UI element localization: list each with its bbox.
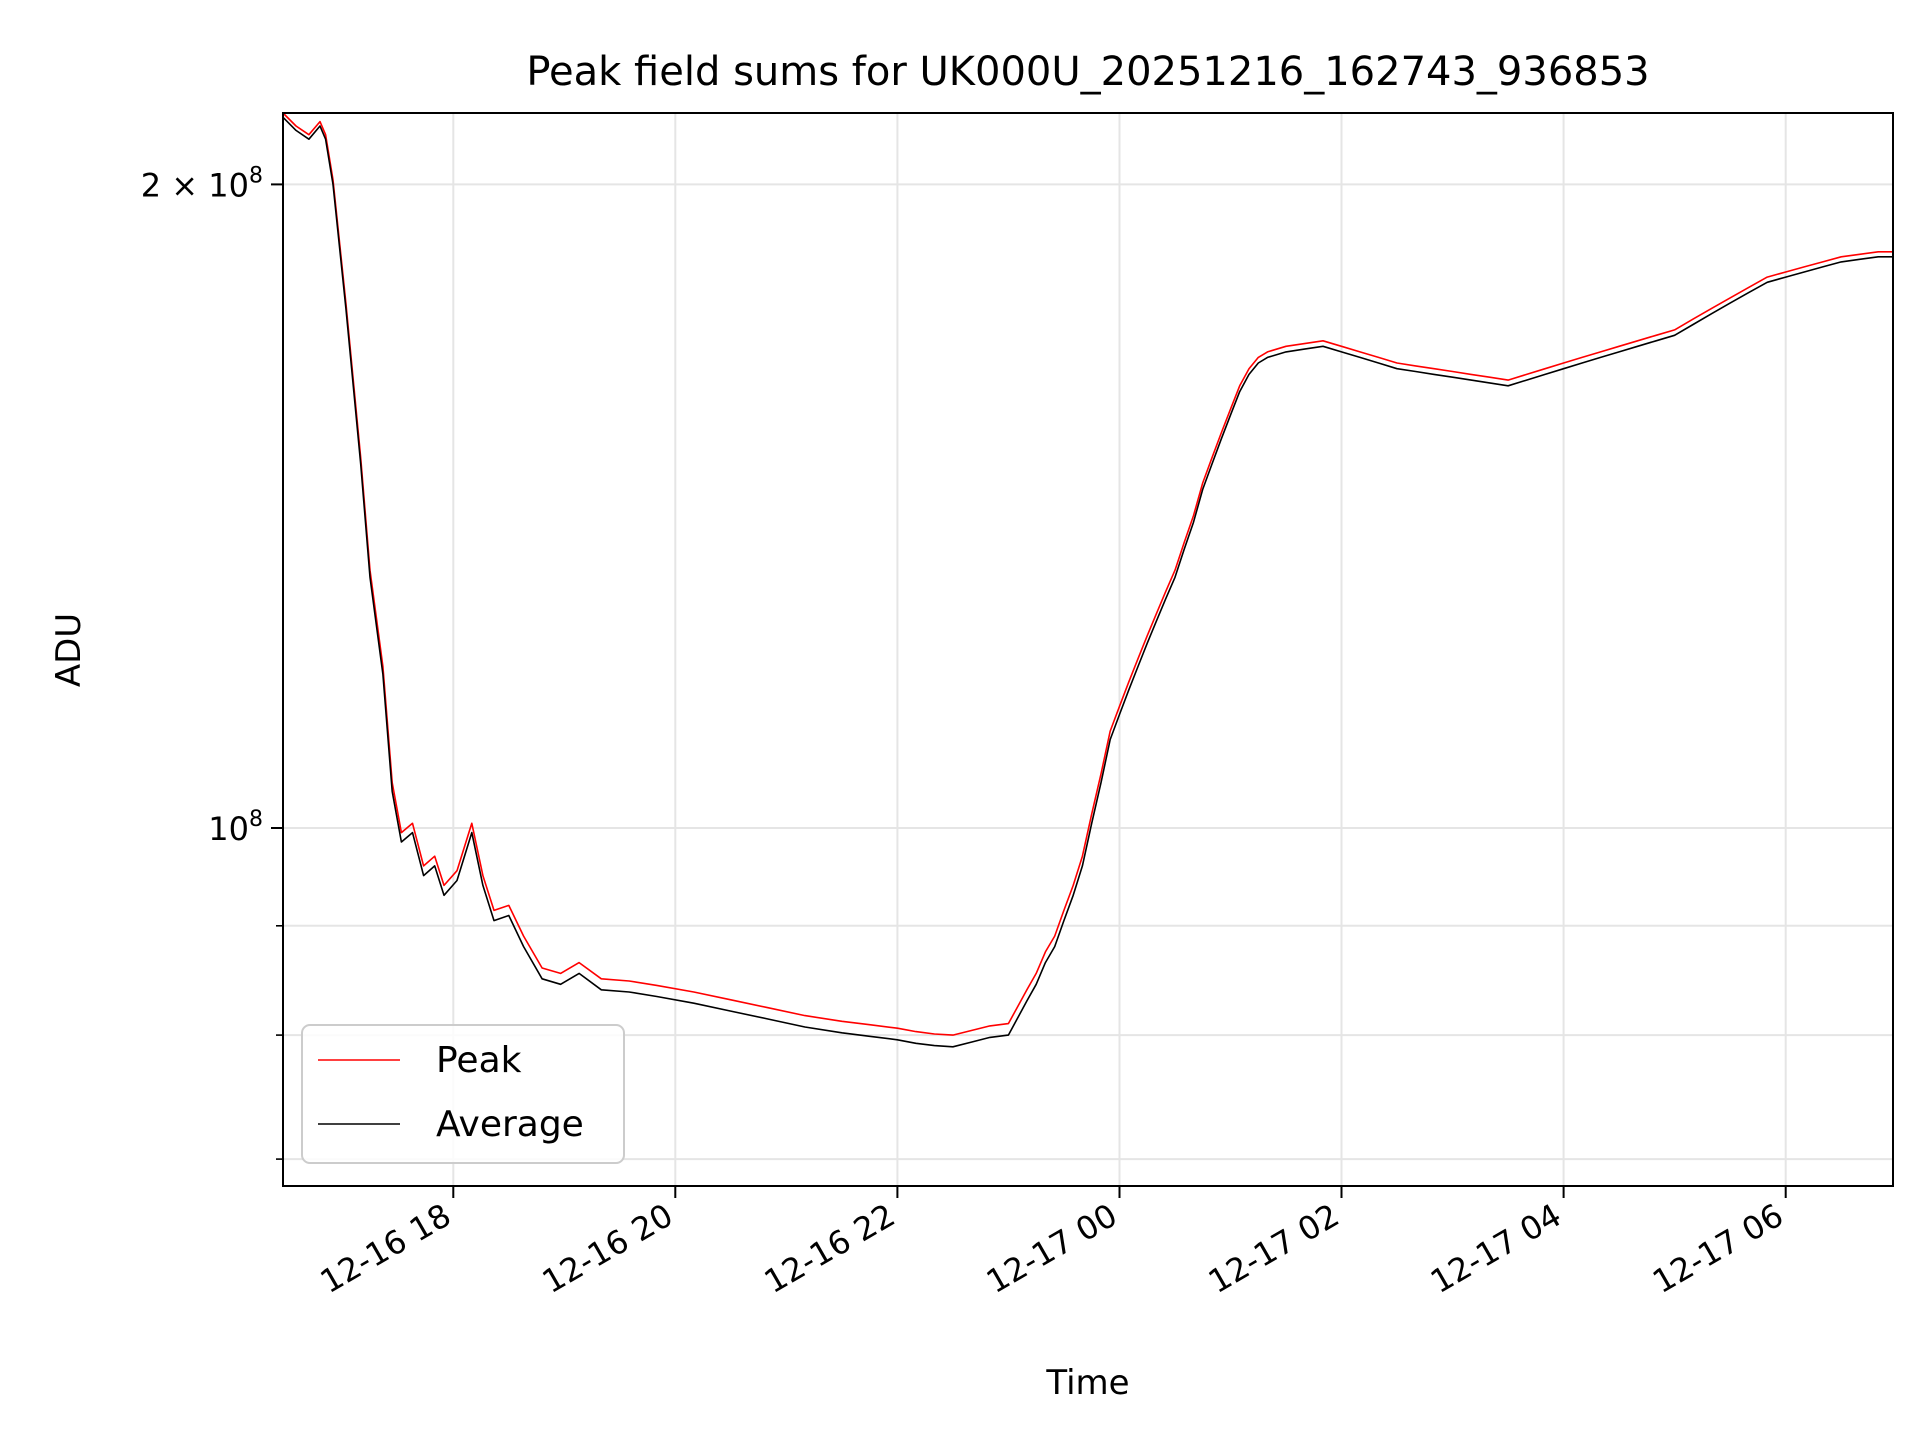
y-tick-label: 2 × 108 bbox=[141, 163, 263, 204]
legend: Peak Average bbox=[301, 1024, 625, 1164]
series-line-average bbox=[282, 116, 1893, 1048]
grid-lines bbox=[283, 113, 1893, 1186]
y-tick-exponent: 8 bbox=[249, 807, 263, 832]
series-line-peak bbox=[282, 112, 1893, 1036]
plot-frame bbox=[282, 112, 1894, 1187]
y-axis-label: ADU bbox=[49, 613, 89, 687]
series-lines bbox=[282, 112, 1893, 1048]
y-tick-exponent: 8 bbox=[249, 163, 263, 188]
chart-title: Peak field sums for UK000U_20251216_1627… bbox=[526, 49, 1649, 95]
legend-label-average: Average bbox=[436, 1104, 584, 1145]
x-axis-label: Time bbox=[1045, 1363, 1129, 1403]
y-tick-label: 108 bbox=[208, 807, 263, 848]
legend-label-peak: Peak bbox=[436, 1040, 522, 1081]
